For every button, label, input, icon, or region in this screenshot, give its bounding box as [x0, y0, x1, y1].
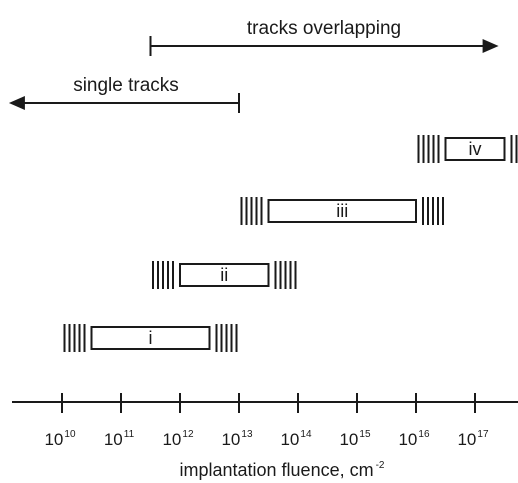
tick-label: 1017	[457, 429, 488, 449]
axis-title-text: implantation fluence, cm	[179, 460, 373, 480]
single-tracks-arrow: single tracks	[8, 75, 240, 113]
axis-tick-17: 1017	[457, 393, 489, 449]
axis-tick-14: 1014	[280, 393, 312, 449]
axis-ticks: 1010 1011 1012 1013 1014 1015 1016 1017	[44, 393, 489, 449]
tracks-overlapping-label: tracks overlapping	[247, 18, 401, 39]
range-box	[267, 199, 417, 223]
range-label: ii	[220, 265, 228, 285]
tick-label: 1012	[162, 429, 193, 449]
fluence-range-ii: ii	[152, 261, 297, 289]
range-label: iv	[469, 139, 482, 159]
tracks-overlapping-arrowhead	[482, 39, 499, 53]
range-box	[179, 263, 270, 287]
single-tracks-label: single tracks	[73, 75, 179, 96]
axis-tick-10: 1010	[44, 393, 76, 449]
axis-title: implantation fluence, cm -2	[179, 460, 384, 480]
axis-tick-12: 1012	[162, 393, 194, 449]
axis-tick-15: 1015	[339, 393, 371, 449]
fluence-range-iv: iv	[417, 135, 518, 163]
range-box	[90, 326, 211, 350]
single-tracks-arrowhead	[8, 96, 25, 110]
axis-tick-11: 1011	[104, 393, 135, 449]
fluence-range-iii: iii	[240, 197, 444, 225]
range-label: i	[149, 328, 153, 348]
tick-label: 1013	[221, 429, 252, 449]
fluence-range-i: i	[63, 324, 238, 352]
range-label: iii	[336, 201, 348, 221]
tick-label: 1010	[44, 429, 75, 449]
fluence-axis: 1010 1011 1012 1013 1014 1015 1016 1017 implant…	[12, 393, 518, 480]
tick-label: 1014	[280, 429, 311, 449]
range-box	[444, 137, 506, 161]
tick-label: 1016	[398, 429, 429, 449]
tracks-overlapping-arrow: tracks overlapping	[149, 18, 499, 56]
tick-label: 1011	[104, 429, 135, 449]
axis-tick-13: 1013	[221, 393, 253, 449]
axis-title-exponent: -2	[376, 460, 385, 471]
axis-tick-16: 1016	[398, 393, 430, 449]
tick-label: 1015	[339, 429, 370, 449]
